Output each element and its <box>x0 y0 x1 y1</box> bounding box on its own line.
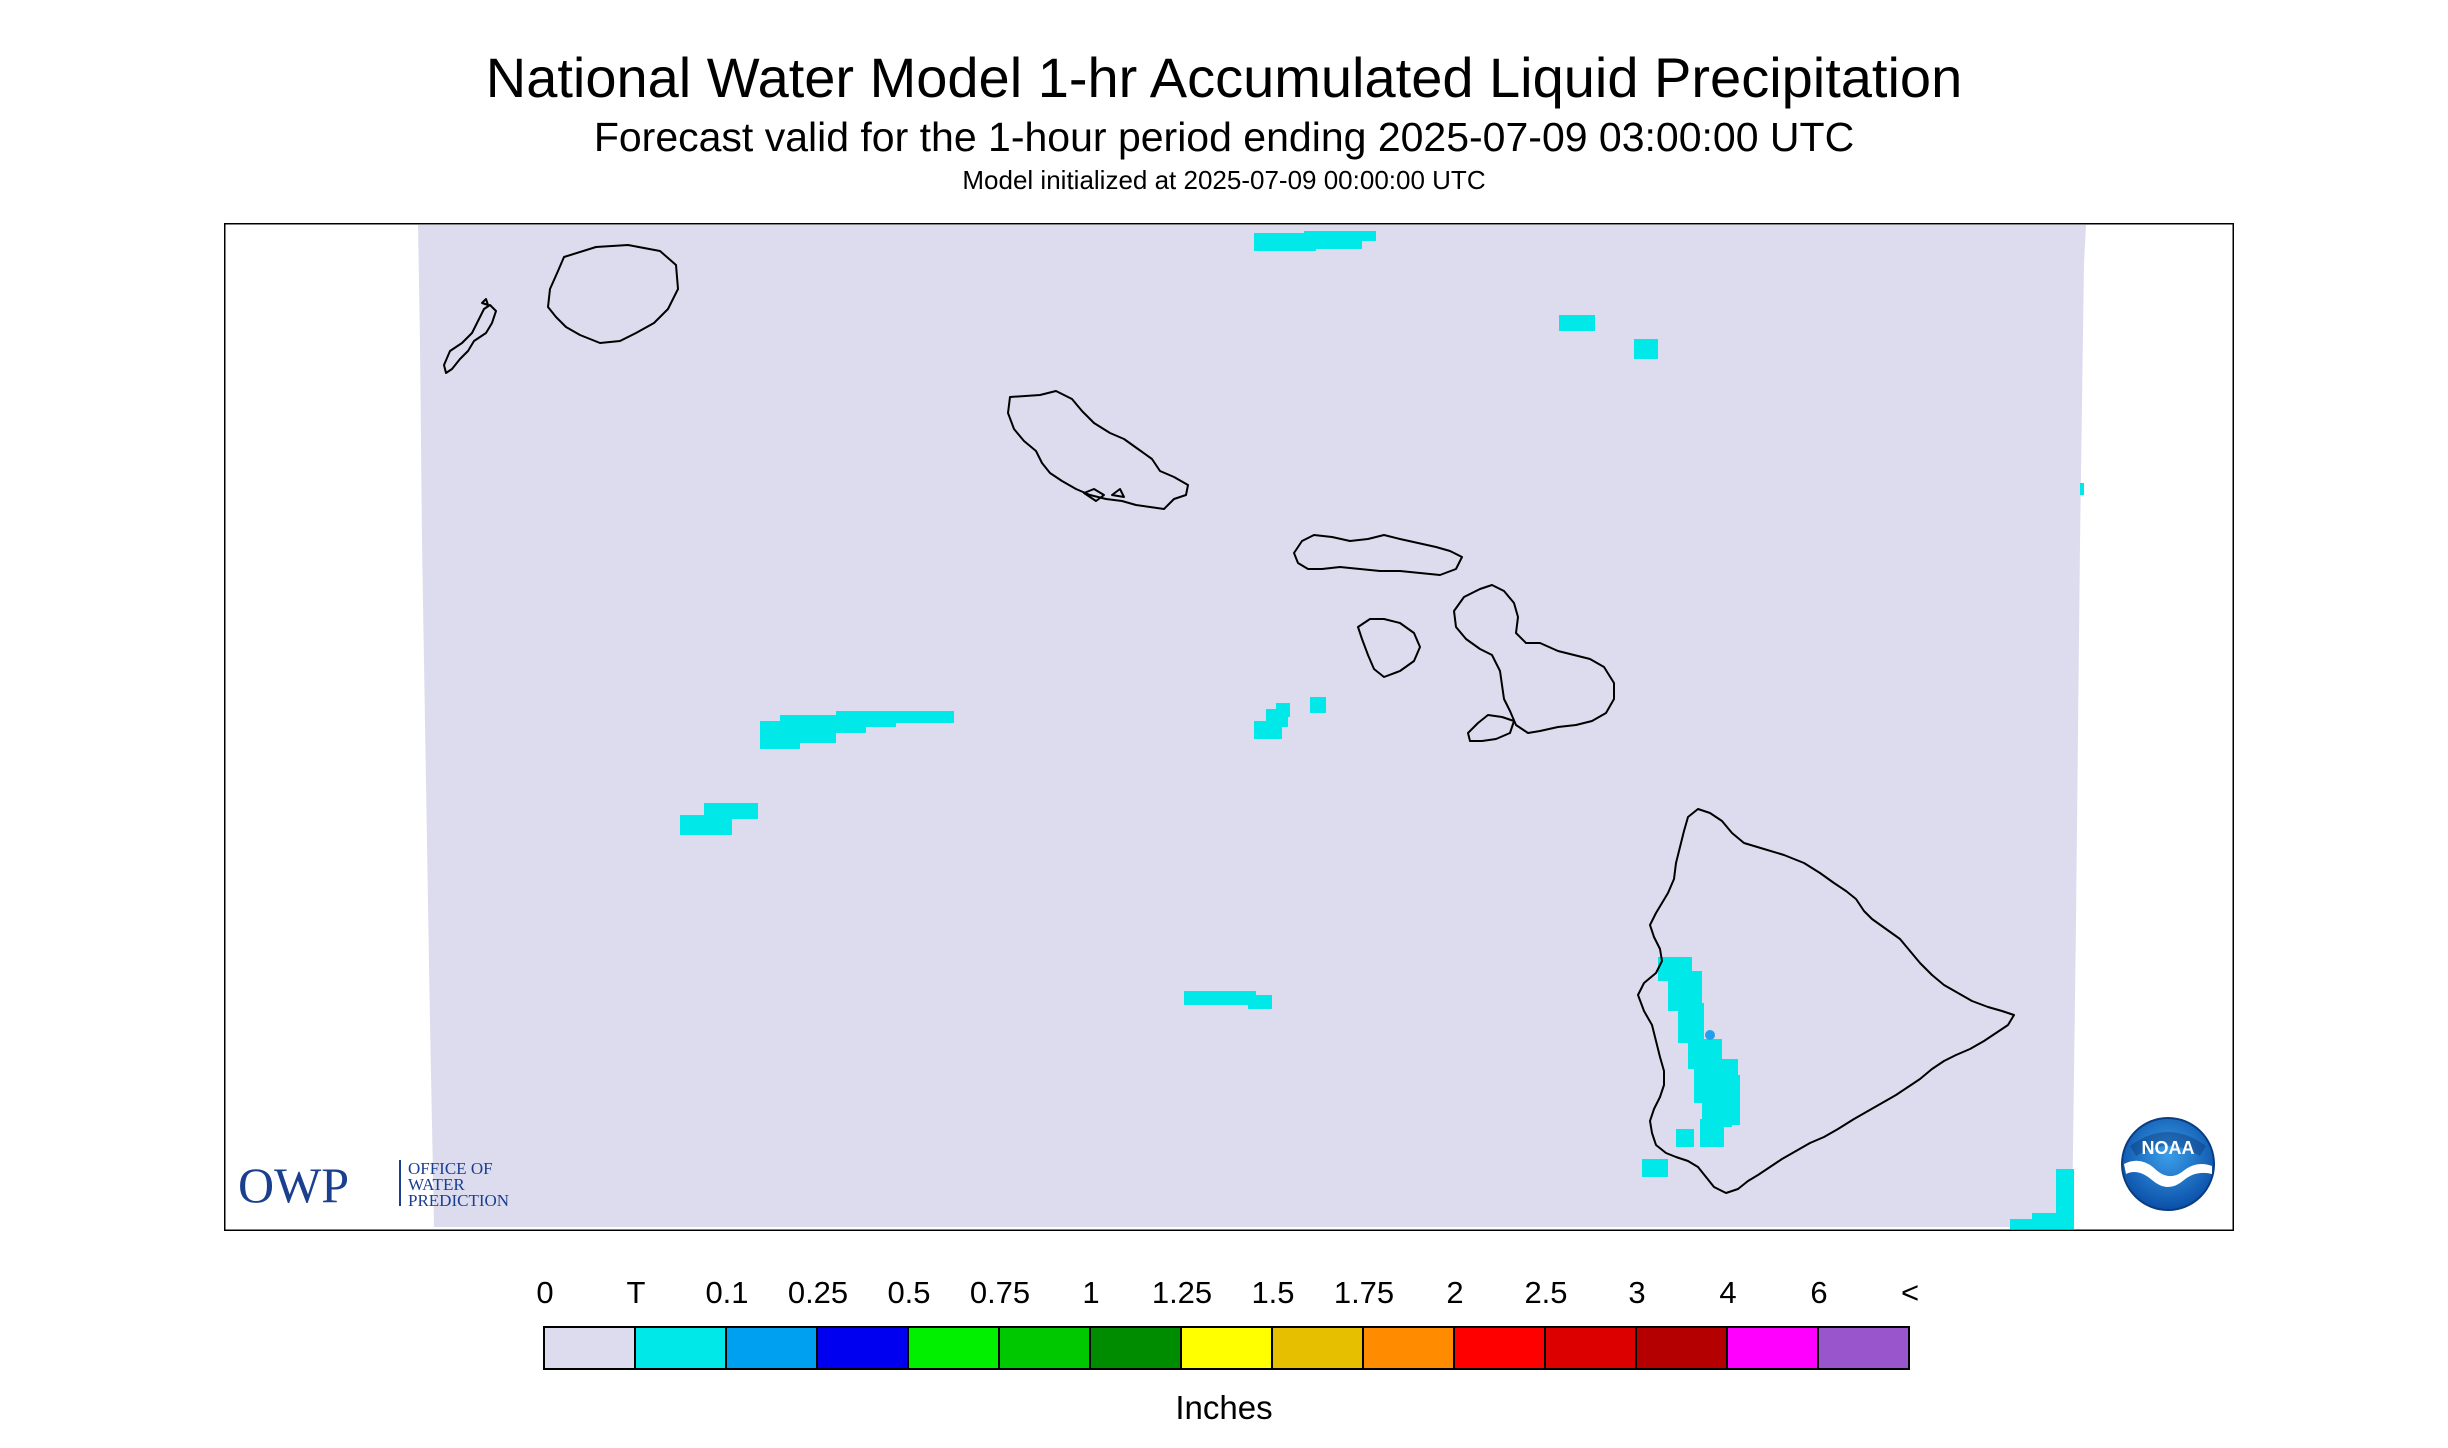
model-domain <box>418 225 2086 1227</box>
legend-colorbar <box>543 1326 1910 1370</box>
legend-label: 0.5 <box>887 1275 931 1310</box>
coastlines <box>443 244 2015 1194</box>
owp-logo-line3: PREDICTION <box>408 1191 509 1208</box>
coastline-molokai <box>1293 534 1463 576</box>
legend-label: 1.75 <box>1333 1275 1395 1310</box>
legend-swatch <box>1182 1328 1273 1368</box>
legend-label: 0 <box>536 1275 554 1310</box>
model-init-text: Model initialized at 2025-07-09 00:00:00… <box>962 165 1486 195</box>
coastline-maui <box>1453 584 1615 734</box>
noaa-logo-text: NOAA <box>2142 1138 2195 1158</box>
legend-swatch <box>818 1328 909 1368</box>
legend-swatch <box>1000 1328 1091 1368</box>
legend-units: Inches <box>1175 1389 1273 1426</box>
legend-label: 0.75 <box>969 1275 1031 1310</box>
legend-swatch <box>1455 1328 1546 1368</box>
legend-label: < <box>1900 1275 1920 1310</box>
legend-label: 3 <box>1628 1275 1646 1310</box>
coastline-big-island <box>1637 808 2015 1194</box>
precipitation-map <box>224 223 2234 1231</box>
legend-swatch <box>727 1328 818 1368</box>
noaa-logo: NOAA <box>2121 1117 2215 1211</box>
coastline-lanai <box>1357 618 1421 678</box>
legend-label: 1.25 <box>1151 1275 1213 1310</box>
coastline-kauai <box>547 244 679 344</box>
legend-swatch <box>1546 1328 1637 1368</box>
precip-cells <box>680 231 2084 1229</box>
legend-label: T <box>626 1275 646 1310</box>
owp-logo-line2: WATER <box>408 1175 465 1194</box>
legend-label: 2 <box>1446 1275 1464 1310</box>
map-subtitle: Forecast valid for the 1-hour period end… <box>593 114 1855 160</box>
legend-label: 1 <box>1082 1275 1100 1310</box>
owp-logo-line1: OFFICE OF <box>408 1159 493 1178</box>
legend-label: 0.1 <box>705 1275 749 1310</box>
legend-swatch <box>1819 1328 1908 1368</box>
legend-swatch <box>909 1328 1000 1368</box>
legend-labels: 0 T 0.1 0.25 0.5 0.75 1 1.25 1.5 1.75 2 2.5 3 4 6 < <box>0 1275 2448 1315</box>
map-title: National Water Model 1-hr Accumulated Li… <box>485 46 1963 109</box>
coastline-kahoolawe <box>1467 714 1515 742</box>
precip-cell-heavier <box>1705 1030 1715 1040</box>
legend-label: 6 <box>1810 1275 1828 1310</box>
legend-label: 0.25 <box>787 1275 849 1310</box>
legend-swatch <box>1273 1328 1364 1368</box>
legend-swatch <box>545 1328 636 1368</box>
legend-swatch <box>1637 1328 1728 1368</box>
coastline-oahu <box>1007 390 1189 510</box>
legend-swatch <box>636 1328 727 1368</box>
owp-logo: OWP OFFICE OF WATER PREDICTION <box>238 1158 509 1208</box>
legend-label: 1.5 <box>1251 1275 1295 1310</box>
legend-swatch <box>1091 1328 1182 1368</box>
legend-label: 4 <box>1719 1275 1737 1310</box>
legend-swatch <box>1364 1328 1455 1368</box>
legend-swatch <box>1728 1328 1819 1368</box>
legend-label: 2.5 <box>1524 1275 1568 1310</box>
owp-logo-mark: OWP <box>238 1158 349 1208</box>
coastline-niihau <box>443 304 497 374</box>
